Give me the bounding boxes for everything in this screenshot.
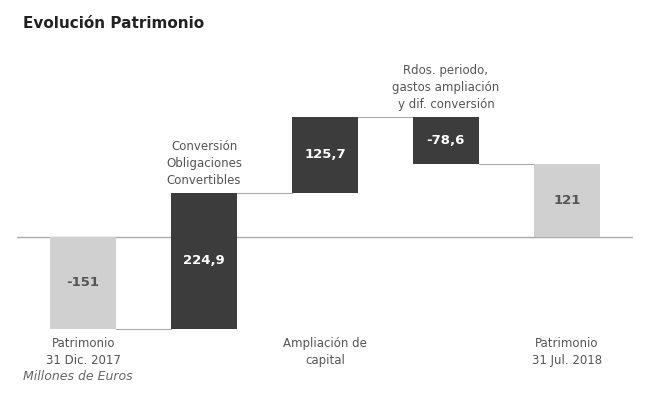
Bar [292,117,358,193]
Bar [413,117,479,164]
Text: 224,9: 224,9 [183,254,225,267]
Text: Evolución Patrimonio: Evolución Patrimonio [23,16,204,31]
Text: -151: -151 [67,276,99,290]
Text: Millones de Euros: Millones de Euros [23,370,133,384]
Text: 121: 121 [553,194,580,207]
Text: Ampliación de
capital: Ampliación de capital [283,337,367,367]
Text: Rdos. periodo,
gastos ampliación
y dif. conversión: Rdos. periodo, gastos ampliación y dif. … [393,64,500,111]
Text: 125,7: 125,7 [304,148,346,161]
Bar [171,193,237,328]
Bar [50,237,116,328]
Text: Patrimonio
31 Dic. 2017: Patrimonio 31 Dic. 2017 [46,337,121,367]
Bar [534,164,600,237]
Text: -78,6: -78,6 [427,134,465,147]
Text: Conversión
Obligaciones
Convertibles: Conversión Obligaciones Convertibles [166,140,242,187]
Text: Patrimonio
31 Jul. 2018: Patrimonio 31 Jul. 2018 [532,337,602,367]
